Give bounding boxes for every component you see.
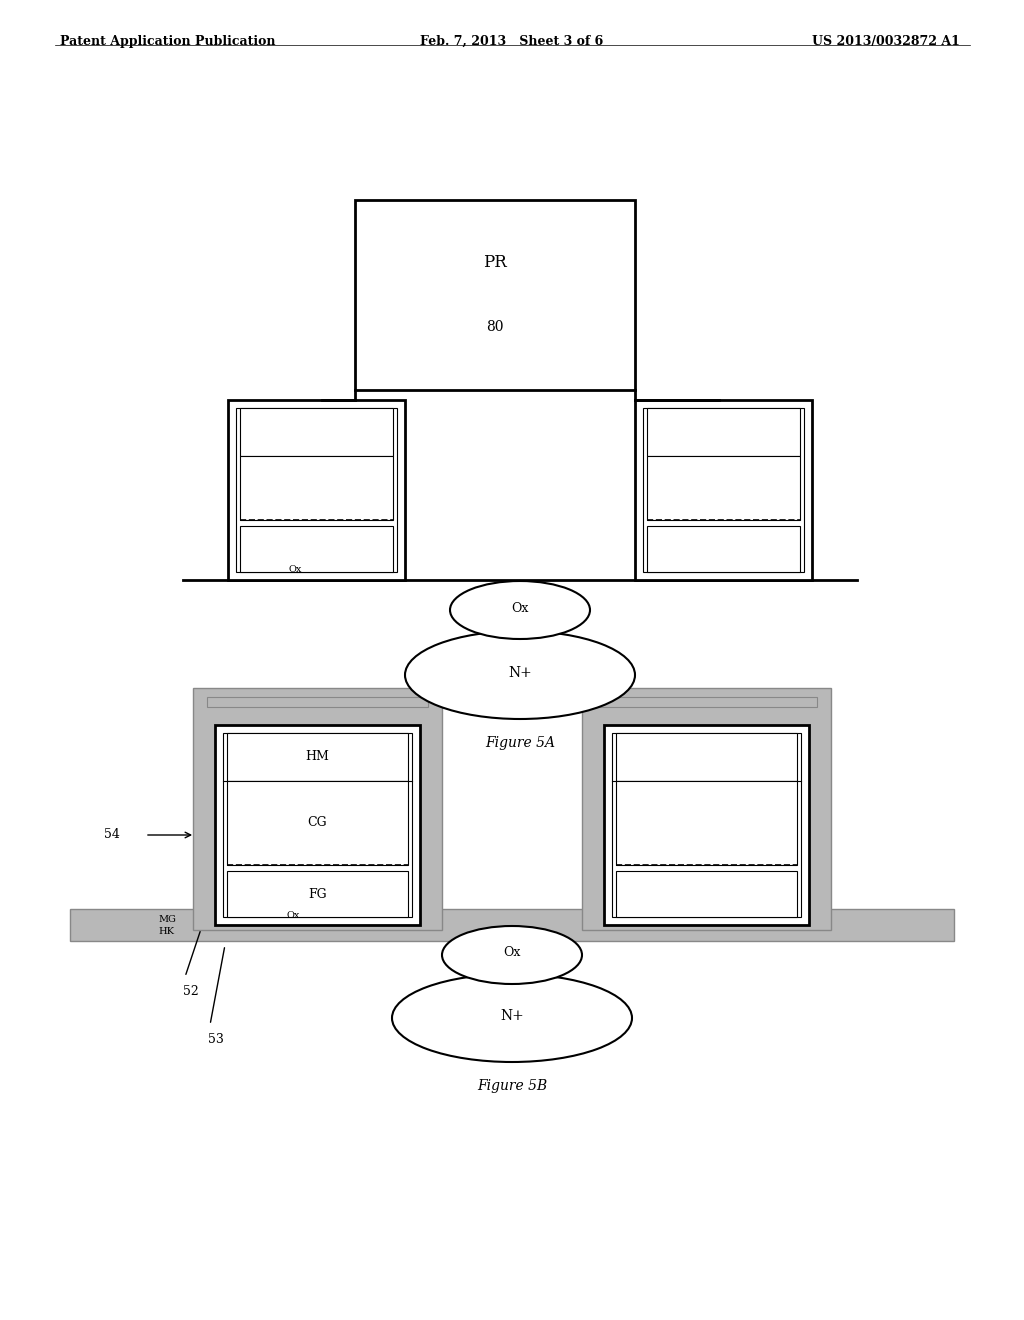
Bar [227, 871, 408, 917]
Text: CG: CG [306, 482, 327, 495]
Bar [643, 408, 804, 572]
Ellipse shape [392, 974, 632, 1063]
Text: HK: HK [158, 927, 174, 936]
Bar [193, 688, 442, 931]
Bar [223, 733, 412, 917]
Bar [647, 455, 800, 520]
Bar [227, 781, 408, 865]
Text: MG: MG [158, 915, 176, 924]
Bar [616, 781, 797, 865]
Text: N+: N+ [508, 667, 531, 680]
Bar [616, 871, 797, 917]
Text: FG: FG [308, 887, 327, 900]
Bar [604, 725, 809, 925]
Bar [227, 733, 408, 781]
Text: HM: HM [304, 425, 329, 438]
Text: Ox: Ox [289, 565, 302, 574]
Text: Ox: Ox [511, 602, 528, 615]
Bar [647, 408, 800, 455]
Text: FG: FG [307, 543, 326, 556]
Bar [596, 697, 817, 708]
Bar [215, 725, 420, 925]
Text: 80: 80 [486, 321, 504, 334]
Text: US 2013/0032872 A1: US 2013/0032872 A1 [812, 36, 961, 48]
Text: N+: N+ [500, 1008, 524, 1023]
Bar [70, 909, 954, 941]
Bar [228, 400, 406, 579]
Text: Ox: Ox [287, 911, 300, 920]
Text: Feb. 7, 2013   Sheet 3 of 6: Feb. 7, 2013 Sheet 3 of 6 [420, 36, 603, 48]
Ellipse shape [406, 631, 635, 719]
Text: Figure 5A: Figure 5A [485, 737, 555, 750]
Bar [240, 455, 393, 520]
Text: 52: 52 [183, 985, 199, 998]
Text: 54: 54 [104, 829, 120, 842]
Text: CG: CG [307, 817, 328, 829]
Bar [236, 408, 397, 572]
Bar [355, 201, 635, 389]
Bar [240, 525, 393, 572]
Text: PR: PR [483, 255, 507, 271]
Bar [240, 408, 393, 455]
Bar [647, 525, 800, 572]
Ellipse shape [442, 927, 582, 983]
Bar [207, 697, 428, 708]
Text: Ox: Ox [504, 946, 520, 960]
Bar [582, 688, 831, 931]
Text: 53: 53 [208, 1034, 224, 1045]
Bar [616, 733, 797, 781]
Bar [635, 400, 812, 579]
Text: Patent Application Publication: Patent Application Publication [60, 36, 275, 48]
Text: HM: HM [305, 751, 330, 763]
Text: Figure 5B: Figure 5B [477, 1078, 547, 1093]
Bar [612, 733, 801, 917]
Ellipse shape [450, 581, 590, 639]
